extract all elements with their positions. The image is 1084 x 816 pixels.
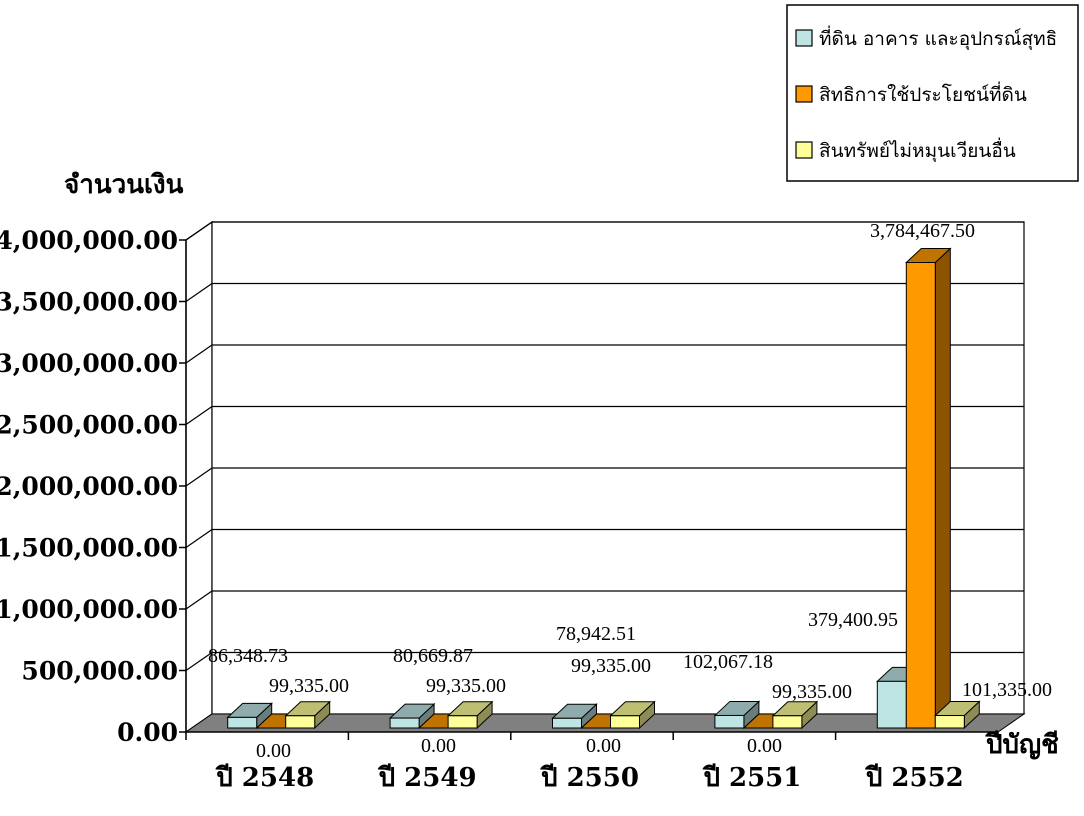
data-label: 99,335.00 — [269, 675, 349, 697]
bars — [226, 247, 981, 730]
data-label: 3,784,467.50 — [870, 220, 975, 242]
y-tick-label: 4,000,000.00 — [0, 226, 178, 255]
legend: ที่ดิน อาคาร และอุปกรณ์สุทธิสิทธิการใช้ป… — [786, 4, 1079, 182]
y-tick-label: 500,000.00 — [21, 657, 178, 686]
category-label: ปี 2548 — [215, 763, 314, 793]
data-label: 0.00 — [256, 740, 291, 762]
category-label: ปี 2550 — [540, 763, 639, 793]
y-tick-labels: 0.00 500,000.00 1,000,000.00 1,500,000.00 2,… — [0, 226, 178, 747]
legend-swatch — [795, 29, 813, 47]
y-tick-label: 2,000,000.00 — [0, 472, 178, 501]
y-tick-label: 3,500,000.00 — [0, 288, 178, 317]
x-axis-title: ปีบัญชี — [985, 730, 1059, 760]
data-label: 78,942.51 — [556, 623, 636, 645]
category-label: ปี 2551 — [702, 763, 801, 793]
data-label: 80,669.87 — [393, 645, 473, 667]
data-label: 102,067.18 — [683, 651, 773, 673]
bar — [226, 702, 273, 730]
legend-entry: สิทธิการใช้ประโยชน์ที่ดิน — [819, 81, 1027, 106]
bar — [905, 247, 952, 730]
y-tick-label: 3,000,000.00 — [0, 349, 178, 378]
bar — [934, 700, 981, 730]
data-label: 86,348.73 — [208, 645, 288, 667]
gridline — [185, 467, 1024, 487]
y-tick-label: 1,000,000.00 — [0, 595, 178, 624]
gridlines — [185, 221, 1024, 671]
gridline — [185, 344, 1024, 364]
y-tick-label: 2,500,000.00 — [0, 411, 178, 440]
data-label: 101,335.00 — [962, 679, 1052, 701]
bar — [713, 700, 761, 730]
data-label: 0.00 — [586, 735, 621, 757]
data-label: 379,400.95 — [808, 609, 898, 631]
gridline — [185, 221, 1024, 241]
bar — [388, 702, 436, 730]
category-label: ปี 2552 — [865, 763, 964, 793]
gridline — [185, 282, 1024, 302]
category-labels: ปี 2548 ปี 2549 ปี 2550 ปี 2551 ปี 2552 — [215, 763, 964, 793]
gridline — [185, 528, 1024, 548]
y-axis-title: จำนวนเงิน — [64, 170, 184, 200]
legend-entry: สินทรัพย์ไม่หมุนเวียนอื่น — [819, 137, 1016, 163]
category-label: ปี 2549 — [378, 763, 477, 793]
y-tick-label: 1,500,000.00 — [0, 534, 178, 563]
data-label: 99,335.00 — [772, 681, 852, 703]
y-tick-label: 0.00 — [117, 718, 178, 747]
legend-swatch — [795, 85, 813, 103]
gridline — [185, 405, 1024, 425]
legend-entry: ที่ดิน อาคาร และอุปกรณ์สุทธิ — [819, 25, 1057, 51]
bar — [284, 700, 331, 730]
gridline — [185, 590, 1024, 610]
axes — [179, 239, 999, 740]
bar — [771, 700, 819, 730]
data-labels: 86,348.73 80,669.87 78,942.51 102,067.18 379… — [208, 220, 1052, 762]
data-label: 0.00 — [421, 735, 456, 757]
data-label: 99,335.00 — [426, 675, 506, 697]
legend-box — [786, 4, 1079, 182]
data-label: 0.00 — [747, 735, 782, 757]
data-label: 99,335.00 — [571, 655, 651, 677]
bar — [446, 700, 494, 730]
gridline — [185, 651, 1024, 671]
legend-swatch — [795, 141, 813, 159]
bar — [609, 700, 656, 730]
